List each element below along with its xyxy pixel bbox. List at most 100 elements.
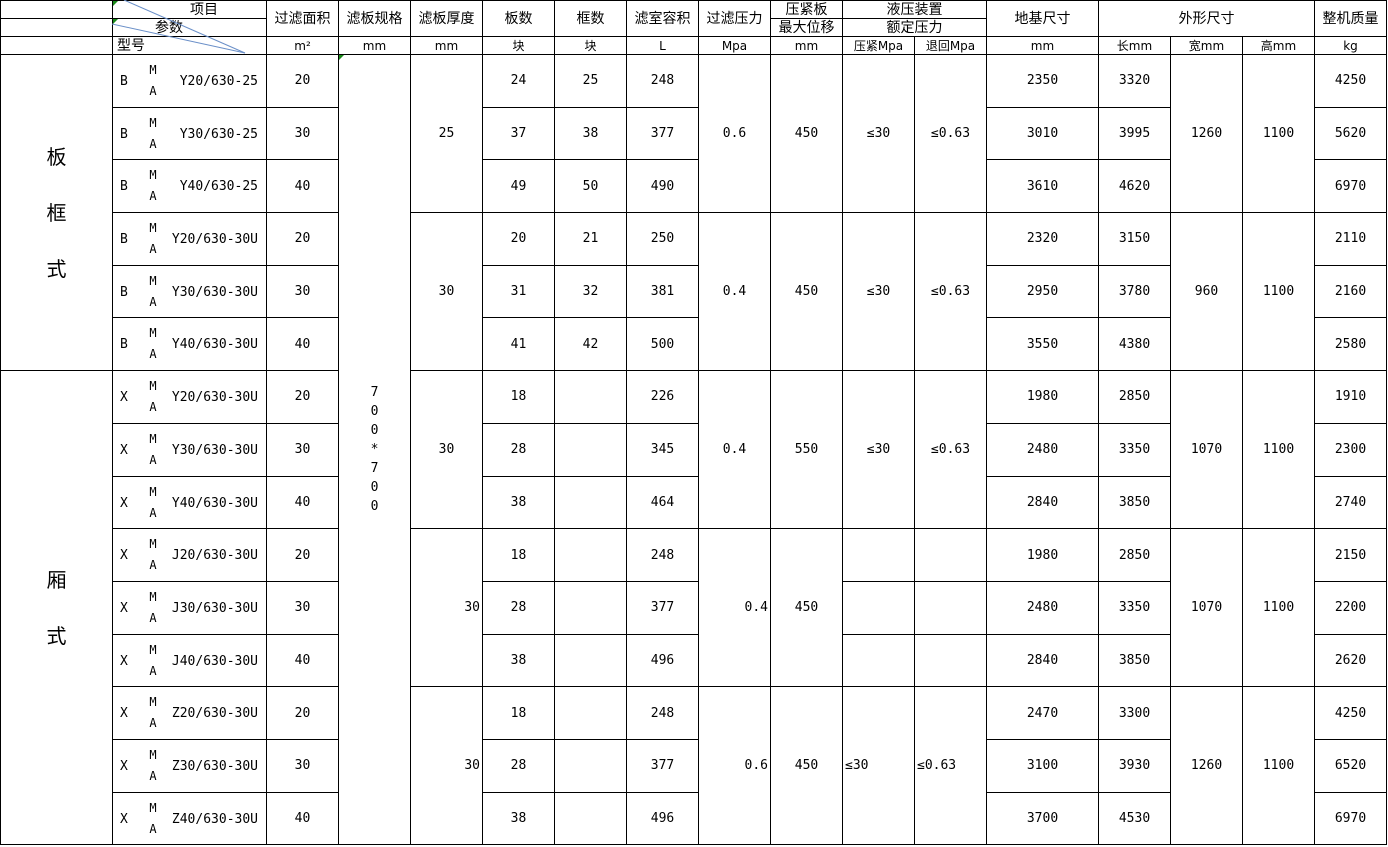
weight-cell[interactable]: 2110 [1314, 212, 1387, 266]
unit-displacement[interactable]: mm [770, 36, 843, 55]
header-hydraulic-2[interactable]: 额定压力 [842, 18, 987, 37]
volume-cell[interactable]: 248 [626, 528, 699, 582]
displacement-cell[interactable]: 450 [770, 686, 843, 846]
volume-cell[interactable]: 464 [626, 475, 699, 530]
height-cell[interactable]: 1100 [1242, 53, 1315, 214]
displacement-cell[interactable]: 450 [770, 53, 843, 214]
frames-cell[interactable] [554, 580, 627, 635]
foundation-cell[interactable]: 2480 [986, 580, 1099, 635]
model-cell[interactable]: X M A Z20/630-30U [112, 686, 267, 740]
press-pressure-cell[interactable]: ≤30 [842, 212, 915, 372]
header-frames[interactable]: 框数 [554, 0, 627, 37]
volume-cell[interactable]: 381 [626, 264, 699, 319]
header-spec[interactable]: 滤板规格 [338, 0, 411, 37]
press-pressure-cell[interactable]: ≤30 [842, 53, 915, 214]
frames-cell[interactable]: 42 [554, 317, 627, 372]
plates-cell[interactable]: 28 [482, 580, 555, 635]
area-cell[interactable]: 20 [266, 54, 339, 108]
unit-frames[interactable]: 块 [554, 36, 627, 55]
weight-cell[interactable]: 2200 [1314, 580, 1387, 635]
foundation-cell[interactable]: 2840 [986, 475, 1099, 530]
area-cell[interactable]: 20 [266, 370, 339, 424]
weight-cell[interactable]: 6970 [1314, 159, 1387, 214]
frames-cell[interactable]: 25 [554, 54, 627, 108]
volume-cell[interactable]: 496 [626, 633, 699, 688]
model-cell[interactable]: X M A J40/630-30U [112, 633, 267, 688]
plates-cell[interactable]: 20 [482, 212, 555, 266]
length-cell[interactable]: 4380 [1098, 317, 1171, 372]
unit-thickness[interactable]: mm [410, 36, 483, 55]
length-cell[interactable]: 4530 [1098, 791, 1171, 846]
unit-pressure[interactable]: Mpa [698, 36, 771, 55]
foundation-cell[interactable]: 3100 [986, 738, 1099, 793]
plates-cell[interactable]: 37 [482, 106, 555, 161]
volume-cell[interactable]: 377 [626, 106, 699, 161]
volume-cell[interactable]: 345 [626, 422, 699, 477]
model-cell[interactable]: B M A Y30/630-25 [112, 106, 267, 161]
frames-cell[interactable]: 32 [554, 264, 627, 319]
displacement-cell[interactable]: 450 [770, 212, 843, 372]
pressure-cell[interactable]: 0.4 [698, 212, 771, 372]
plates-cell[interactable]: 18 [482, 370, 555, 424]
press-pressure-cell[interactable] [842, 633, 915, 688]
frames-cell[interactable] [554, 422, 627, 477]
plates-cell[interactable]: 38 [482, 475, 555, 530]
frames-cell[interactable] [554, 475, 627, 530]
frames-cell[interactable]: 38 [554, 106, 627, 161]
retract-pressure-cell[interactable]: ≤0.63 [914, 370, 987, 530]
volume-cell[interactable]: 377 [626, 738, 699, 793]
unit-press[interactable]: 压紧Mpa [842, 36, 915, 55]
header-displacement-2[interactable]: 最大位移 [770, 18, 843, 37]
width-cell[interactable]: 1260 [1170, 53, 1243, 214]
plates-cell[interactable]: 18 [482, 686, 555, 740]
foundation-cell[interactable]: 2840 [986, 633, 1099, 688]
header-model[interactable]: 型号 [112, 36, 267, 55]
length-cell[interactable]: 4620 [1098, 159, 1171, 214]
model-cell[interactable]: X M A Z40/630-30U [112, 791, 267, 846]
width-cell[interactable]: 1070 [1170, 528, 1243, 688]
header-plates[interactable]: 板数 [482, 0, 555, 37]
length-cell[interactable]: 3850 [1098, 633, 1171, 688]
foundation-cell[interactable]: 3010 [986, 106, 1099, 161]
frames-cell[interactable] [554, 738, 627, 793]
foundation-cell[interactable]: 1980 [986, 370, 1099, 424]
spec-cell[interactable]: 7 0 0 * 7 0 0 [338, 53, 411, 846]
length-cell[interactable]: 3350 [1098, 422, 1171, 477]
header-hydraulic-1[interactable]: 液压装置 [842, 0, 987, 19]
weight-cell[interactable]: 2620 [1314, 633, 1387, 688]
frames-cell[interactable] [554, 686, 627, 740]
unit-height[interactable]: 高mm [1242, 36, 1315, 55]
foundation-cell[interactable]: 2320 [986, 212, 1099, 266]
foundation-cell[interactable]: 3610 [986, 159, 1099, 214]
plates-cell[interactable]: 38 [482, 791, 555, 846]
weight-cell[interactable]: 4250 [1314, 54, 1387, 108]
model-cell[interactable]: X M A Y40/630-30U [112, 475, 267, 530]
unit-spec[interactable]: mm [338, 36, 411, 55]
frames-cell[interactable] [554, 633, 627, 688]
header-thickness[interactable]: 滤板厚度 [410, 0, 483, 37]
length-cell[interactable]: 3995 [1098, 106, 1171, 161]
height-cell[interactable]: 1100 [1242, 212, 1315, 372]
corner-cell-2[interactable] [0, 18, 113, 37]
press-pressure-cell[interactable] [842, 528, 915, 582]
length-cell[interactable]: 2850 [1098, 528, 1171, 582]
length-cell[interactable]: 2850 [1098, 370, 1171, 424]
thickness-cell[interactable]: 30 [410, 212, 483, 372]
header-foundation[interactable]: 地基尺寸 [986, 0, 1099, 37]
weight-cell[interactable]: 6520 [1314, 738, 1387, 793]
model-cell[interactable]: B M A Y20/630-30U [112, 212, 267, 266]
weight-cell[interactable]: 6970 [1314, 791, 1387, 846]
foundation-cell[interactable]: 1980 [986, 528, 1099, 582]
plates-cell[interactable]: 38 [482, 633, 555, 688]
plates-cell[interactable]: 31 [482, 264, 555, 319]
frames-cell[interactable] [554, 370, 627, 424]
header-param[interactable]: 参数 [112, 18, 267, 37]
pressure-cell[interactable]: 0.6 [698, 53, 771, 214]
header-item[interactable]: 项目 [112, 0, 267, 19]
unit-plates[interactable]: 块 [482, 36, 555, 55]
area-cell[interactable]: 20 [266, 686, 339, 740]
area-cell[interactable]: 40 [266, 475, 339, 530]
header-displacement-1[interactable]: 压紧板 [770, 0, 843, 19]
length-cell[interactable]: 3150 [1098, 212, 1171, 266]
area-cell[interactable]: 40 [266, 159, 339, 214]
